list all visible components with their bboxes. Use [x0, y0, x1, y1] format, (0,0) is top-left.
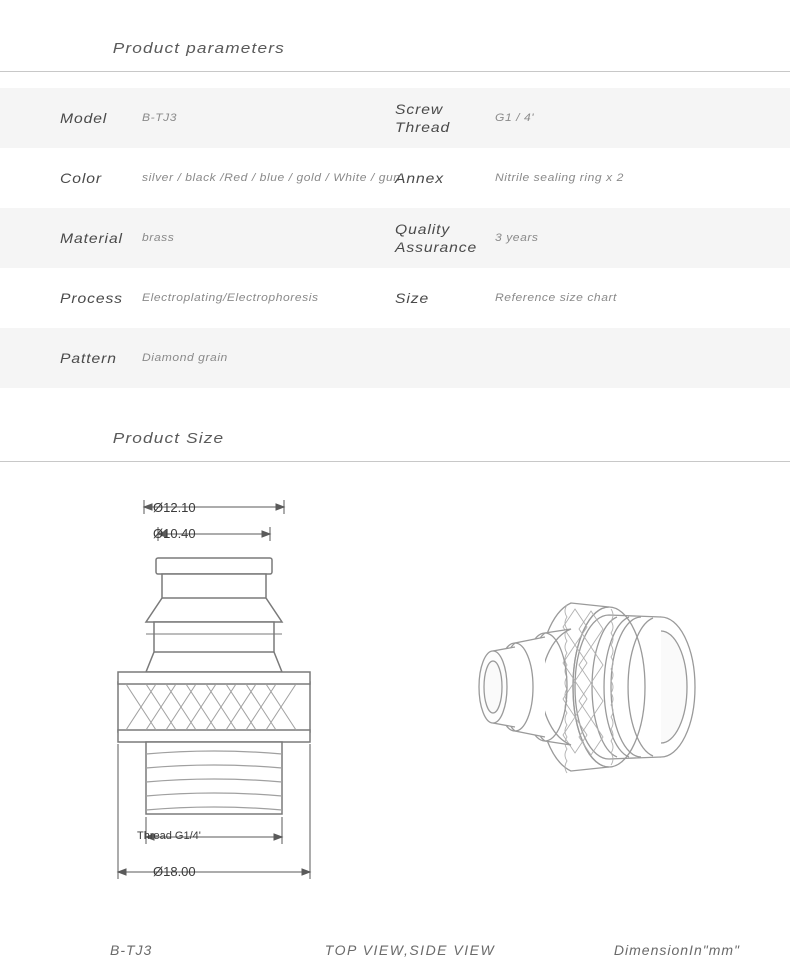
- param-value: brass: [142, 232, 174, 244]
- footer-model: B-TJ3: [110, 942, 290, 958]
- param-row: Colorsilver / black /Red / blue / gold /…: [0, 148, 790, 208]
- param-cell: ModelB-TJ3: [0, 109, 395, 127]
- diagram-top-side-view: Ø12.10 Ø10.40 Thread G1/4' Ø18.00: [0, 472, 395, 902]
- param-label: Annex: [395, 169, 507, 187]
- param-label: Size: [395, 289, 507, 307]
- footer-units: DimensionIn"mm": [530, 942, 740, 958]
- param-label: Material: [60, 229, 152, 247]
- size-title: Product Size: [0, 430, 790, 447]
- dimension-thread: Thread G1/4': [137, 830, 201, 842]
- param-value: B-TJ3: [142, 112, 177, 124]
- diagram-area: Ø12.10 Ø10.40 Thread G1/4' Ø18.00: [0, 472, 790, 902]
- param-value: Diamond grain: [142, 352, 228, 364]
- param-label: Model: [60, 109, 152, 127]
- divider: [0, 461, 790, 462]
- param-row: ProcessElectroplating/ElectrophoresisSiz…: [0, 268, 790, 328]
- param-row: PatternDiamond grain: [0, 328, 790, 388]
- param-value: Reference size chart: [495, 292, 617, 304]
- param-value: 3 years: [495, 232, 539, 244]
- param-value: Electroplating/Electrophoresis: [142, 292, 319, 304]
- fitting-technical-drawing: [84, 472, 344, 892]
- diagram-perspective-view: [395, 472, 790, 902]
- param-row: MaterialbrassQualityAssurance3 years: [0, 208, 790, 268]
- param-cell: ScrewThreadG1 / 4': [395, 100, 790, 136]
- footer-view-label: TOP VIEW,SIDE VIEW: [290, 942, 530, 958]
- param-label: Color: [60, 169, 152, 187]
- param-cell: ProcessElectroplating/Electrophoresis: [0, 289, 395, 307]
- param-label: Pattern: [60, 349, 152, 367]
- parameters-title: Product parameters: [0, 40, 790, 57]
- diagram-footer: B-TJ3 TOP VIEW,SIDE VIEW DimensionIn"mm": [0, 902, 790, 958]
- param-row: ModelB-TJ3ScrewThreadG1 / 4': [0, 88, 790, 148]
- param-value: Nitrile sealing ring x 2: [495, 172, 624, 184]
- param-cell: AnnexNitrile sealing ring x 2: [395, 169, 790, 187]
- param-label: Process: [60, 289, 152, 307]
- size-section: Product Size: [0, 388, 790, 958]
- param-label: ScrewThread: [395, 100, 507, 136]
- param-cell: Colorsilver / black /Red / blue / gold /…: [0, 169, 395, 187]
- param-cell: Materialbrass: [0, 229, 395, 247]
- dimension-d2: Ø10.40: [153, 526, 196, 541]
- dimension-d3: Ø18.00: [153, 864, 196, 879]
- param-cell: SizeReference size chart: [395, 289, 790, 307]
- param-label: QualityAssurance: [395, 220, 507, 256]
- divider: [0, 71, 790, 72]
- param-cell: QualityAssurance3 years: [395, 220, 790, 256]
- parameters-table: ModelB-TJ3ScrewThreadG1 / 4'Colorsilver …: [0, 88, 790, 388]
- dimension-d1: Ø12.10: [153, 500, 196, 515]
- fitting-perspective-drawing: [453, 557, 733, 817]
- param-value: silver / black /Red / blue / gold / Whit…: [142, 172, 401, 184]
- param-cell: PatternDiamond grain: [0, 349, 395, 367]
- param-value: G1 / 4': [495, 112, 534, 124]
- parameters-section: Product parameters ModelB-TJ3ScrewThread…: [0, 0, 790, 388]
